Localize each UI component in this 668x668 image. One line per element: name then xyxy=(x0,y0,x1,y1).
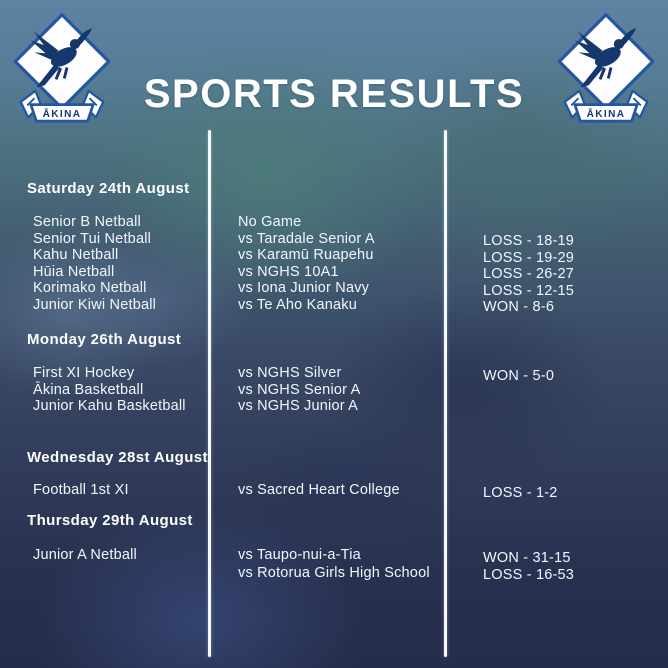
team-name: Korimako Netball xyxy=(33,280,147,297)
opponent-name: vs NGHS Senior A xyxy=(238,381,361,398)
team-name: Hūia Netball xyxy=(33,263,115,280)
akina-crest-logo: ĀKINA xyxy=(557,13,655,123)
opponent-name: vs NGHS 10A1 xyxy=(238,263,339,280)
result-row: Football 1st XI vs Sacred Heart College … xyxy=(0,482,668,501)
result-row: First XI Hockey vs NGHS Silver WON - 5-0 xyxy=(0,365,668,384)
match-result: WON - 8-6 xyxy=(483,299,555,316)
opponent-name: vs Taradale Senior A xyxy=(238,230,375,247)
match-result: LOSS - 26-27 xyxy=(483,266,575,283)
team-name: Senior B Netball xyxy=(33,214,141,230)
huia-bird-icon xyxy=(30,28,93,88)
result-row: Junior A Netball vs Taupo-nui-a-Tia WON … xyxy=(0,547,668,566)
match-result: LOSS - 12-15 xyxy=(483,282,575,299)
result-row: vs Rotorua Girls High School LOSS - 16-5… xyxy=(0,564,668,584)
section-date-heading: Wednesday 28st August xyxy=(27,449,208,466)
akina-crest-logo: ĀKINA xyxy=(13,13,111,123)
match-result: LOSS - 18-19 xyxy=(483,233,575,250)
section-date-heading: Saturday 24th August xyxy=(27,180,190,197)
match-result: LOSS - 19-29 xyxy=(483,249,575,266)
match-result: LOSS - 16-53 xyxy=(483,567,575,584)
team-name: Ākina Basketball xyxy=(33,381,144,398)
result-row: Junior Kahu Basketball vs NGHS Junior A xyxy=(0,398,668,415)
akina-banner: ĀKINA xyxy=(29,103,95,123)
section-date-heading: Thursday 29th August xyxy=(27,512,193,529)
opponent-name: vs Iona Junior Navy xyxy=(238,280,370,297)
result-row: Senior B Netball No Game xyxy=(0,214,668,231)
result-row: Senior Tui Netball vs Taradale Senior A … xyxy=(0,230,668,250)
opponent-name: vs Karamū Ruapehu xyxy=(238,247,374,264)
match-result: WON - 31-15 xyxy=(483,549,571,566)
team-name: Junior A Netball xyxy=(33,547,137,563)
result-row: Korimako Netball vs Iona Junior Navy LOS… xyxy=(0,280,668,299)
crest-label: ĀKINA xyxy=(587,108,626,120)
result-row: Hūia Netball vs NGHS 10A1 LOSS - 26-27 xyxy=(0,263,668,283)
column-divider-right xyxy=(444,130,447,657)
team-name: Football 1st XI xyxy=(33,482,129,498)
team-name: First XI Hockey xyxy=(33,365,135,381)
result-row: Ākina Basketball vs NGHS Senior A xyxy=(0,382,668,399)
match-result: LOSS - 1-2 xyxy=(483,484,558,501)
page-title: SPORTS RESULTS xyxy=(143,71,525,116)
team-name: Kahu Netball xyxy=(33,247,119,264)
akina-banner: ĀKINA xyxy=(573,103,639,123)
opponent-name: vs Taupo-nui-a-Tia xyxy=(238,547,361,563)
opponent-name: vs Te Aho Kanaku xyxy=(238,296,358,313)
column-divider-left xyxy=(208,130,211,657)
section-date-heading: Monday 26th August xyxy=(27,331,182,348)
opponent-name: vs NGHS Junior A xyxy=(238,398,359,415)
crest-label: ĀKINA xyxy=(43,108,82,120)
opponent-name: No Game xyxy=(238,214,302,230)
result-row: Junior Kiwi Netball vs Te Aho Kanaku WON… xyxy=(0,296,668,316)
team-name: Senior Tui Netball xyxy=(33,230,152,247)
huia-bird-icon xyxy=(574,28,637,88)
opponent-name: vs NGHS Silver xyxy=(238,365,342,381)
team-name: Junior Kiwi Netball xyxy=(33,296,157,313)
result-row: Kahu Netball vs Karamū Ruapehu LOSS - 19… xyxy=(0,247,668,266)
opponent-name: vs Sacred Heart College xyxy=(238,482,400,498)
team-name: Junior Kahu Basketball xyxy=(33,398,186,415)
match-result: WON - 5-0 xyxy=(483,367,555,384)
opponent-name: vs Rotorua Girls High School xyxy=(238,564,430,581)
